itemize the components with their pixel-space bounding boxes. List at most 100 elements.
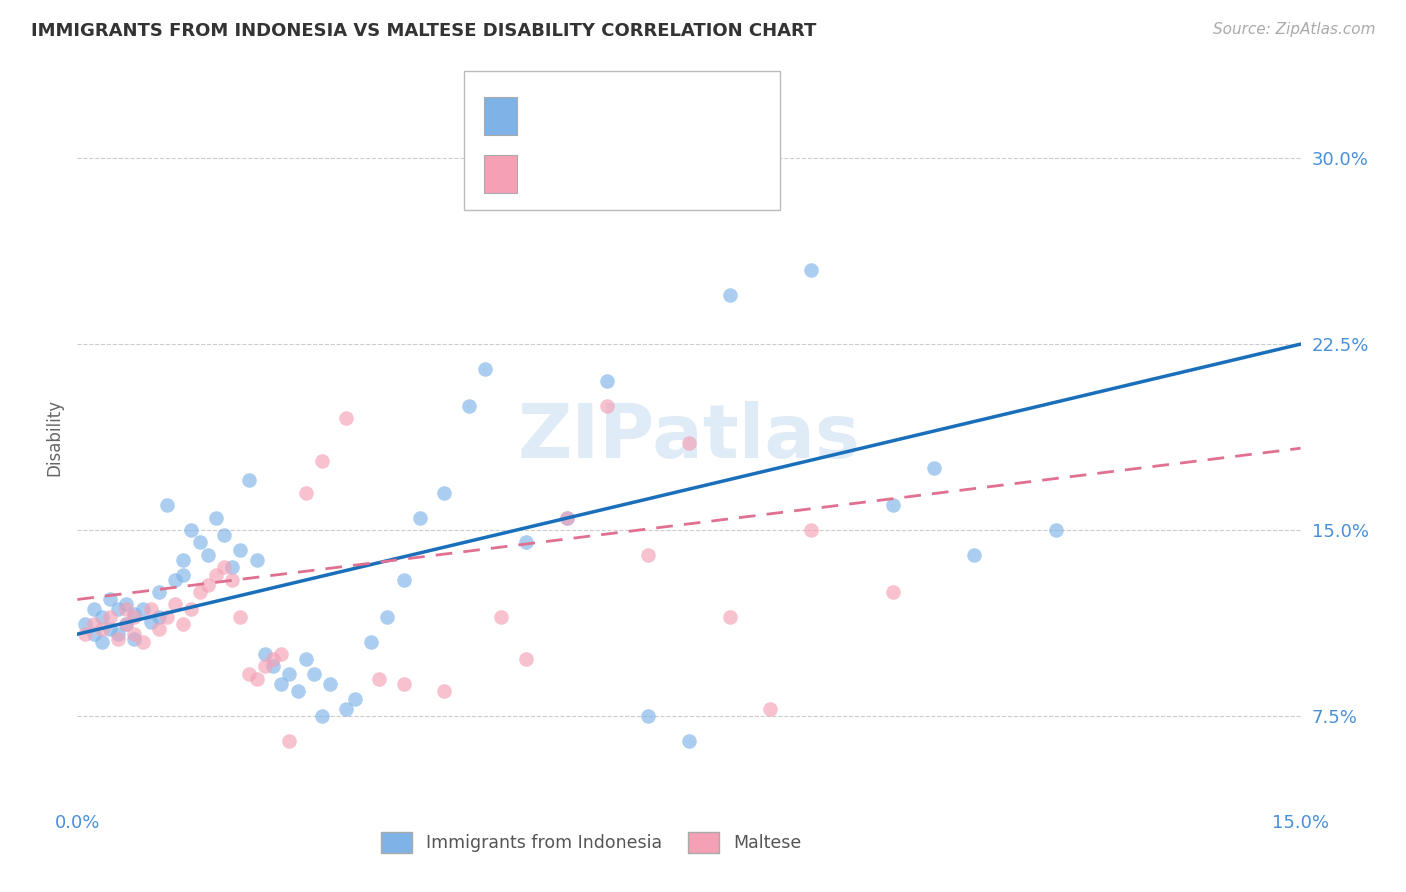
Point [278,734,301,748]
Point [596,374,619,388]
Point [433,684,456,698]
Point [294,652,316,666]
Point [75,617,97,632]
Point [238,666,260,681]
Text: R = 0.414: R = 0.414 [527,104,617,122]
Point [75,627,97,641]
Point [83,602,105,616]
Point [515,535,537,549]
Point [262,659,284,673]
Point [115,598,138,612]
Point [98,610,121,624]
Point [148,622,170,636]
Point [678,734,700,748]
Point [343,691,366,706]
Point [433,486,456,500]
Point [197,577,219,591]
Point [212,560,235,574]
Point [238,474,260,488]
Point [800,523,823,537]
Y-axis label: Disability: Disability [45,399,63,475]
Point [302,666,325,681]
Text: ZIPatlas: ZIPatlas [517,401,860,474]
Point [253,659,276,673]
Point [294,486,316,500]
Point [311,709,333,723]
Point [457,399,479,413]
Point [718,287,741,301]
Point [205,567,228,582]
Point [596,399,619,413]
Point [148,610,170,624]
Point [922,461,945,475]
Point [800,262,823,277]
Point [172,553,194,567]
Point [678,436,700,450]
Point [172,567,194,582]
Point [360,634,382,648]
Text: N = 44: N = 44 [654,165,717,183]
Point [124,607,146,622]
Point [375,610,398,624]
Point [963,548,986,562]
Point [197,548,219,562]
Point [131,602,153,616]
Point [491,610,513,624]
Text: Source: ZipAtlas.com: Source: ZipAtlas.com [1212,22,1375,37]
Point [637,548,659,562]
Point [124,632,146,647]
Point [278,666,301,681]
Point [392,677,415,691]
Point [98,592,121,607]
Point [156,610,179,624]
Point [98,622,121,636]
Point [253,647,276,661]
Point [148,585,170,599]
Point [188,585,211,599]
Point [90,634,112,648]
Point [335,701,357,715]
Point [180,523,202,537]
Point [311,453,333,467]
Point [212,528,235,542]
Legend: Immigrants from Indonesia, Maltese: Immigrants from Indonesia, Maltese [374,825,808,860]
Point [229,542,252,557]
Point [124,610,146,624]
Point [229,610,252,624]
Point [124,627,146,641]
Point [221,573,243,587]
Point [188,535,211,549]
Point [319,677,342,691]
Text: IMMIGRANTS FROM INDONESIA VS MALTESE DISABILITY CORRELATION CHART: IMMIGRANTS FROM INDONESIA VS MALTESE DIS… [31,22,817,40]
Point [165,598,187,612]
Point [205,510,228,524]
Point [409,510,432,524]
Point [759,701,782,715]
Point [131,634,153,648]
Point [246,672,269,686]
Point [156,498,179,512]
Point [882,498,904,512]
Point [172,617,194,632]
Point [392,573,415,587]
Point [165,573,187,587]
Point [221,560,243,574]
Point [368,672,391,686]
Point [555,510,578,524]
Point [90,622,112,636]
Point [262,652,284,666]
Point [515,652,537,666]
Point [270,677,292,691]
Point [335,411,357,425]
Text: R = 0.262: R = 0.262 [527,165,617,183]
Point [882,585,904,599]
Point [107,627,129,641]
Point [180,602,202,616]
Point [115,602,138,616]
Point [83,627,105,641]
Text: N = 59: N = 59 [654,104,717,122]
Point [115,617,138,632]
Point [139,602,162,616]
Point [637,709,659,723]
Point [270,647,292,661]
